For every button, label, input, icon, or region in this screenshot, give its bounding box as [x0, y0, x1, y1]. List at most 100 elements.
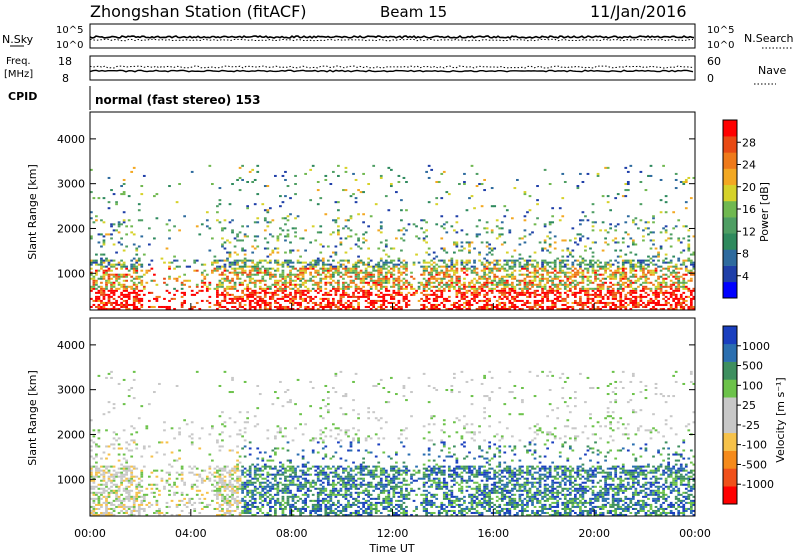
echo-cell	[266, 495, 270, 498]
echo-cell	[584, 289, 587, 292]
echo-cell	[107, 372, 111, 375]
echo-cell	[374, 293, 378, 296]
echo-cell	[488, 267, 492, 270]
echo-cell	[392, 283, 396, 286]
echo-cell	[236, 463, 239, 466]
echo-cell	[241, 283, 244, 286]
echo-cell	[268, 297, 272, 300]
echo-cell	[689, 261, 693, 264]
echo-cell	[463, 261, 466, 264]
echo-cell	[526, 275, 529, 278]
echo-cell	[523, 279, 527, 282]
echo-cell	[311, 297, 315, 300]
echo-cell	[130, 265, 134, 268]
echo-cell	[392, 263, 396, 266]
echo-cell	[236, 465, 239, 468]
echo-cell	[253, 267, 257, 270]
echo-cell	[485, 267, 489, 270]
echo-cell	[100, 479, 103, 482]
echo-cell	[132, 269, 136, 272]
echo-cell	[528, 263, 532, 266]
echo-cell	[357, 277, 360, 280]
echo-cell	[354, 201, 358, 204]
echo-cell	[478, 233, 481, 236]
echo-cell	[266, 489, 270, 492]
echo-cell	[510, 289, 514, 292]
echo-cell	[193, 269, 197, 272]
echo-cell	[342, 263, 345, 266]
echo-cell	[105, 269, 108, 272]
beam-label: Beam 15	[380, 3, 447, 21]
echo-cell	[226, 239, 229, 242]
echo-cell	[268, 221, 272, 224]
echo-cell	[584, 303, 587, 306]
echo-cell	[574, 287, 577, 290]
echo-cell	[221, 243, 224, 246]
echo-cell	[193, 305, 197, 308]
echo-cell	[374, 307, 378, 310]
echo-cell	[548, 271, 552, 274]
echo-cell	[538, 305, 542, 308]
echo-cell	[140, 193, 144, 196]
echo-cell	[684, 299, 688, 302]
echo-cell	[276, 263, 280, 266]
echo-cell	[289, 213, 292, 216]
echo-cell	[175, 201, 179, 204]
echo-cell	[657, 295, 660, 298]
echo-cell	[256, 423, 260, 426]
echo-cell	[102, 413, 106, 416]
echo-cell	[475, 267, 479, 270]
echo-cell	[246, 501, 250, 504]
echo-cell	[102, 291, 106, 294]
echo-cell	[183, 419, 186, 422]
echo-cell	[389, 168, 393, 171]
echo-cell	[352, 271, 355, 274]
echo-cell	[505, 307, 509, 310]
echo-cell	[503, 293, 507, 296]
echo-cell	[122, 479, 126, 482]
echo-cell	[251, 501, 255, 504]
echo-cell	[253, 415, 257, 418]
echo-cell	[425, 251, 428, 254]
echo-cell	[483, 267, 486, 270]
echo-cell	[314, 301, 318, 304]
echo-cell	[286, 219, 290, 222]
echo-cell	[611, 307, 615, 310]
echo-cell	[647, 221, 650, 224]
echo-cell	[510, 267, 514, 270]
echo-cell	[463, 180, 466, 184]
echo-cell	[125, 511, 129, 514]
echo-cell	[261, 265, 265, 268]
echo-cell	[233, 465, 237, 468]
echo-cell	[389, 185, 393, 188]
echo-cell	[140, 479, 144, 482]
echo-cell	[490, 249, 494, 252]
echo-cell	[276, 425, 280, 428]
echo-cell	[463, 305, 466, 308]
echo-cell	[384, 293, 388, 296]
echo-cell	[369, 299, 373, 302]
echo-cell	[271, 251, 275, 254]
echo-cell	[228, 483, 232, 486]
echo-cell	[518, 279, 522, 282]
echo-cell	[115, 497, 118, 500]
echo-cell	[127, 389, 131, 392]
echo-cell	[321, 263, 325, 266]
echo-cell	[289, 481, 292, 484]
echo-cell	[510, 283, 514, 286]
echo-cell	[347, 303, 350, 306]
echo-cell	[236, 239, 239, 242]
echo-cell	[551, 289, 555, 292]
echo-cell	[684, 265, 688, 268]
echo-cell	[332, 279, 335, 282]
echo-cell	[208, 281, 212, 284]
echo-cell	[198, 473, 202, 476]
echo-cell	[470, 291, 474, 294]
echo-cell	[561, 303, 565, 306]
echo-cell	[253, 469, 257, 472]
echo-cell	[526, 295, 529, 298]
echo-cell	[216, 475, 219, 478]
echo-cell	[223, 501, 227, 504]
echo-cell	[132, 277, 136, 280]
echo-cell	[599, 301, 602, 304]
